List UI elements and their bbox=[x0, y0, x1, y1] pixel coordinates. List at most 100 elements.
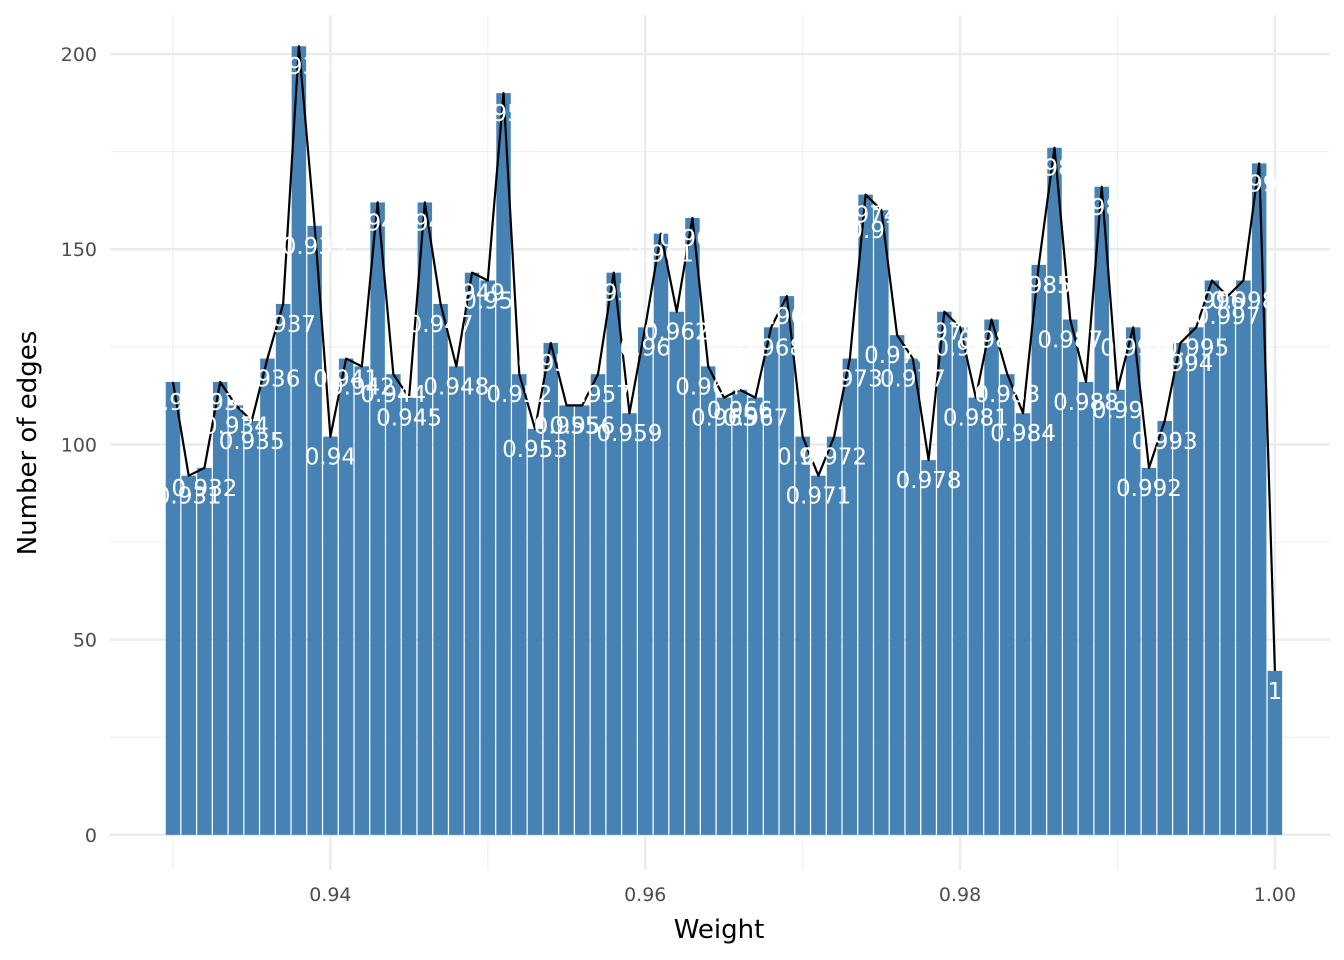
data-label: 0.984 bbox=[990, 421, 1056, 447]
bar bbox=[685, 218, 700, 835]
bar bbox=[1110, 389, 1125, 835]
data-label: 0.93 bbox=[147, 390, 198, 416]
data-label: 0.98 bbox=[934, 335, 985, 361]
bar bbox=[260, 358, 275, 835]
bar bbox=[338, 358, 354, 835]
bar bbox=[763, 327, 779, 835]
data-label: 0.968 bbox=[738, 335, 804, 361]
bar bbox=[386, 374, 401, 835]
data-label: 0.99 bbox=[1092, 398, 1143, 424]
data-label: 0.94 bbox=[305, 445, 356, 471]
bar bbox=[1063, 319, 1078, 835]
data-label: 0.966 bbox=[707, 398, 773, 424]
bar bbox=[905, 358, 921, 835]
data-label: 0.977 bbox=[880, 367, 946, 393]
y-axis-title: Number of edges bbox=[13, 331, 43, 556]
data-label: 0.986 bbox=[1022, 156, 1088, 182]
data-label: 0.994 bbox=[1148, 351, 1214, 377]
bar bbox=[1031, 264, 1047, 835]
bar bbox=[496, 93, 511, 835]
bar bbox=[1000, 374, 1015, 835]
data-label: 0.935 bbox=[219, 429, 285, 455]
data-label: 0.947 bbox=[408, 312, 474, 338]
data-label: 0.954 bbox=[518, 351, 584, 377]
data-label: 0.942 bbox=[329, 374, 395, 400]
bar bbox=[874, 210, 889, 835]
x-axis-title: Weight bbox=[674, 915, 765, 945]
data-label: 0.941 bbox=[313, 367, 379, 393]
bar bbox=[417, 202, 433, 835]
bar bbox=[622, 413, 637, 835]
bar bbox=[165, 381, 181, 835]
data-label: 0.979 bbox=[911, 320, 977, 346]
y-tick-label: 50 bbox=[73, 630, 97, 652]
bar bbox=[1094, 186, 1109, 835]
bar bbox=[653, 233, 669, 835]
data-label: 0.961 bbox=[628, 242, 694, 268]
bar bbox=[323, 436, 338, 835]
bar bbox=[700, 366, 716, 835]
bar bbox=[1015, 413, 1031, 835]
line-layer bbox=[171, 45, 1276, 671]
data-label: 0.944 bbox=[360, 382, 426, 408]
data-label: 0.956 bbox=[549, 413, 615, 439]
bar bbox=[921, 460, 936, 835]
data-label: 0.989 bbox=[1069, 195, 1135, 221]
y-tick-label: 0 bbox=[85, 825, 97, 847]
data-label: 0.965 bbox=[691, 406, 757, 432]
data-label: 0.948 bbox=[423, 374, 489, 400]
bar bbox=[370, 202, 385, 835]
bar bbox=[559, 405, 574, 835]
bar bbox=[354, 366, 370, 835]
data-label: 0.932 bbox=[172, 476, 238, 502]
data-label: 0.993 bbox=[1132, 429, 1198, 455]
data-label: 0.971 bbox=[785, 484, 851, 510]
data-label: 0.946 bbox=[392, 210, 458, 236]
bar bbox=[716, 397, 732, 835]
bar bbox=[228, 405, 244, 835]
bar bbox=[1141, 467, 1157, 835]
bar bbox=[449, 366, 464, 835]
data-label: 0.982 bbox=[959, 328, 1025, 354]
data-label: 0.973 bbox=[817, 367, 883, 393]
bar bbox=[275, 303, 291, 835]
bar bbox=[543, 342, 559, 835]
data-label: 0.955 bbox=[534, 413, 600, 439]
bar bbox=[212, 381, 228, 835]
bar bbox=[732, 389, 747, 835]
data-label: 0.963 bbox=[660, 226, 726, 252]
bar bbox=[197, 467, 212, 835]
bar bbox=[637, 327, 653, 835]
y-tick-label: 200 bbox=[61, 44, 97, 66]
bar bbox=[748, 397, 763, 835]
data-label: 0.967 bbox=[722, 406, 788, 432]
bar bbox=[244, 421, 259, 835]
data-label: 0.974 bbox=[833, 203, 899, 229]
bar bbox=[1047, 147, 1062, 835]
bar-layer bbox=[165, 46, 1283, 835]
x-tick-label: 0.94 bbox=[309, 884, 351, 906]
bar bbox=[1267, 670, 1283, 835]
data-label: 0.933 bbox=[187, 390, 253, 416]
bar bbox=[842, 358, 858, 835]
bar bbox=[937, 311, 952, 835]
bar bbox=[952, 327, 968, 835]
data-label: 0.959 bbox=[597, 421, 663, 447]
data-label: 0.97 bbox=[777, 445, 828, 471]
data-label: 0.995 bbox=[1163, 335, 1229, 361]
bar bbox=[527, 428, 543, 835]
bar bbox=[795, 436, 810, 835]
bar bbox=[512, 374, 527, 835]
x-tick-label: 1.00 bbox=[1254, 884, 1296, 906]
data-label: 0.937 bbox=[250, 312, 316, 338]
bar bbox=[464, 272, 480, 835]
data-label: 0.987 bbox=[1037, 328, 1103, 354]
data-label: 0.943 bbox=[345, 210, 411, 236]
bar bbox=[1125, 327, 1141, 835]
data-label: 0.997 bbox=[1195, 304, 1261, 330]
data-label: 0.957 bbox=[565, 382, 631, 408]
data-label: 0.949 bbox=[439, 281, 505, 307]
